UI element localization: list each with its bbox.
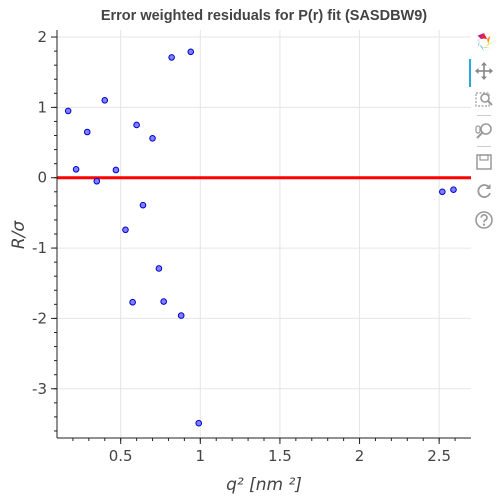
y-tick-label: -1 (32, 239, 47, 257)
x-axis-label: q² [nm ²] (226, 475, 302, 495)
residual-points (64, 48, 457, 427)
bokeh-logo-icon (475, 33, 493, 51)
x-tick-label: 0.5 (109, 447, 133, 465)
x-tick-label: 1 (196, 447, 206, 465)
x-tick-label: 1.5 (268, 447, 292, 465)
residual-point (112, 166, 120, 174)
residual-point (160, 298, 167, 305)
residual-point (439, 188, 446, 196)
residual-point (187, 48, 195, 56)
y-axis-label: R/σ (9, 220, 29, 250)
y-tick-label: 0 (37, 169, 47, 187)
residual-point (450, 186, 457, 193)
axes (56, 30, 471, 439)
bokeh-logo (472, 30, 496, 54)
reset-icon (477, 184, 491, 198)
residual-point (93, 177, 101, 185)
chart-title: Error weighted residuals for P(r) fit (S… (101, 8, 427, 24)
residual-point (64, 107, 72, 115)
residual-point (139, 201, 147, 209)
save-tool[interactable] (472, 150, 496, 174)
residual-point (149, 135, 156, 142)
x-gridlines (120, 30, 440, 438)
residual-point (129, 298, 136, 306)
residual-point (177, 312, 185, 319)
wheel-zoom-tool[interactable] (472, 119, 496, 143)
help-tool[interactable] (472, 208, 496, 232)
residual-point (155, 265, 163, 272)
y-tick-label: 1 (37, 98, 47, 116)
x-axis-ticks: 0.5 1 1.5 2 2.5 (72, 438, 456, 465)
toolbar-separator (477, 115, 491, 116)
pan-icon (475, 62, 493, 80)
residual-point (83, 128, 91, 136)
residual-point (101, 97, 109, 104)
y-tick-label: 2 (37, 28, 47, 46)
x-tick-label: 2 (355, 447, 365, 465)
plot-toolbar (469, 30, 498, 237)
residual-point (195, 419, 203, 427)
reset-tool[interactable] (472, 179, 496, 203)
residual-point (122, 226, 129, 234)
wheel-zoom-icon (475, 123, 492, 139)
help-icon (475, 211, 493, 229)
y-tick-label: -2 (32, 309, 47, 327)
residual-point (168, 54, 175, 61)
pan-tool[interactable] (469, 59, 496, 87)
residual-point (133, 121, 140, 129)
box-zoom-icon (475, 92, 493, 107)
x-tick-label: 2.5 (427, 447, 451, 465)
toolbar-separator (477, 146, 491, 147)
box-zoom-tool[interactable] (472, 88, 496, 112)
save-icon (476, 154, 492, 170)
y-axis-ticks: 2 1 0 -1 -2 -3 (32, 28, 57, 432)
y-tick-label: -3 (32, 380, 47, 398)
y-gridlines (57, 36, 471, 390)
residual-point (72, 165, 80, 173)
